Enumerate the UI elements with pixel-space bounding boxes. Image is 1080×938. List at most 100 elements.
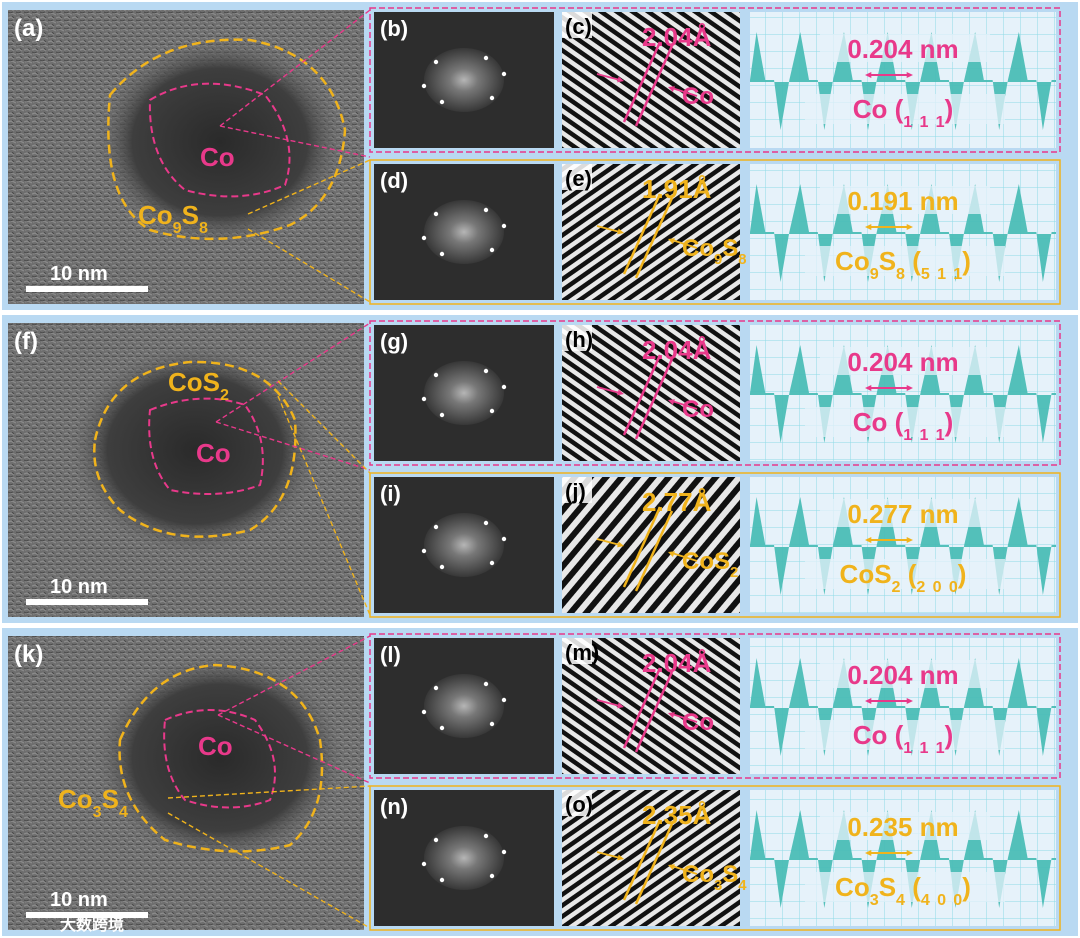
arrow <box>596 225 621 233</box>
sub-panel-frame <box>369 7 1061 153</box>
panel-label: (a) <box>14 15 43 42</box>
panel-label: (i) <box>380 481 401 506</box>
panel-label: (o) <box>565 792 593 817</box>
lattice-marker <box>634 45 674 127</box>
fft-spot <box>421 396 427 402</box>
shell-label: Co9S8 <box>138 200 208 237</box>
fft-spot <box>421 548 427 554</box>
fft-spot <box>483 207 489 213</box>
profile-plane-label: Co (1 1 1) <box>853 720 954 757</box>
fft-spot <box>489 721 495 727</box>
fft-spot <box>501 849 507 855</box>
lattice-marker <box>634 358 674 440</box>
sub-panel-frame <box>369 320 1061 466</box>
scale-bar <box>26 286 148 292</box>
arrow <box>671 552 698 562</box>
intensity-profile: 0.235 nm Co3S4 (4 0 0) <box>750 790 1056 926</box>
profile-plane-label: Co3S4 (4 0 0) <box>835 872 971 909</box>
panel-label: (j) <box>565 479 586 504</box>
arrow <box>596 538 621 546</box>
panel-label: (l) <box>380 642 401 667</box>
fft-spot <box>483 681 489 687</box>
arrow <box>596 386 621 394</box>
sub-panel-top: (b) (c) 2.04Å Co 0.204 nm Co (1 1 1) <box>369 7 1061 153</box>
zoom-line <box>219 125 371 158</box>
fft-center <box>424 826 504 890</box>
intensity-profile: 0.204 nm Co (1 1 1) <box>750 12 1056 148</box>
tem-image: (a) Co Co9S8 10 nm <box>8 10 364 304</box>
fft-spot <box>439 251 445 257</box>
panel-label: (m) <box>565 640 599 665</box>
watermark: 大数跨境 <box>60 915 124 934</box>
fft-spot <box>501 223 507 229</box>
d-spacing-label: 2.04Å <box>642 648 712 678</box>
zoom-line <box>217 714 371 784</box>
zoom-line <box>215 322 371 423</box>
profile-plane-label: Co (1 1 1) <box>853 407 954 444</box>
core-label: Co <box>198 731 233 761</box>
shell-boundary <box>118 663 324 853</box>
arrow <box>596 699 621 707</box>
phase-label: CoS2 <box>682 548 738 581</box>
fft-spot <box>421 861 427 867</box>
profile-spacing-label: 0.191 nm <box>847 186 958 216</box>
fft-spot <box>489 247 495 253</box>
sub-panel-bottom: (d) (e) 1.91Å Co9S8 0.191 nm Co9S8 (5 1 1) <box>369 159 1061 305</box>
arrow <box>671 239 698 249</box>
sub-panel-bottom: (n) (o) 2.35Å Co3S4 0.235 nm Co3S4 (4 0 0) <box>369 785 1061 931</box>
fft-spot <box>501 697 507 703</box>
zoom-line <box>277 380 371 474</box>
profile-plane-label: Co9S8 (5 1 1) <box>835 246 971 283</box>
d-spacing-label: 2.04Å <box>642 22 712 52</box>
scale-bar <box>26 599 148 605</box>
sub-panel-top: (g) (h) 2.04Å Co 0.204 nm Co (1 1 1) <box>369 320 1061 466</box>
panel-label: (e) <box>565 166 592 191</box>
core-boundary <box>148 397 264 495</box>
scale-bar <box>26 912 148 918</box>
scale-bar-label: 10 nm <box>50 889 108 911</box>
zoom-line <box>167 785 371 799</box>
sub-panel-frame <box>369 633 1061 779</box>
fft-spot <box>433 59 439 65</box>
intensity-profile: 0.191 nm Co9S8 (5 1 1) <box>750 164 1056 300</box>
lattice-marker <box>634 510 674 592</box>
fft-spot <box>439 725 445 731</box>
core-boundary <box>163 709 276 809</box>
lattice-marker <box>634 671 674 753</box>
sub-panel-frame <box>369 785 1061 931</box>
core-label: Co <box>196 438 231 468</box>
fft-spot <box>483 368 489 374</box>
fft-spot <box>489 95 495 101</box>
lattice-marker <box>622 41 662 123</box>
zoom-line <box>217 635 371 716</box>
nanoparticle <box>70 345 320 555</box>
fft-spot <box>439 877 445 883</box>
figure-row: (f) Co CoS2 10 nm (g) (h) 2.04Å Co 0.204 nm Co (1… <box>2 315 1078 623</box>
lattice-marker <box>622 667 662 749</box>
lattice-marker <box>622 193 662 275</box>
sub-panel-top: (l) (m) 2.04Å Co 0.204 nm Co (1 1 1) <box>369 633 1061 779</box>
fft-center <box>424 200 504 264</box>
panel-label: (h) <box>565 327 593 352</box>
lattice-marker <box>622 506 662 588</box>
fft-spot <box>433 372 439 378</box>
fft-spot <box>501 384 507 390</box>
lattice-marker <box>622 819 662 901</box>
figure-row: (k) Co Co3S4 10 nm (l) (m) 2.04Å Co 0.204 nm Co (… <box>2 628 1078 936</box>
tem-image: (f) Co CoS2 10 nm <box>8 323 364 617</box>
sub-panel-frame <box>369 472 1061 618</box>
phase-label: Co <box>682 709 714 736</box>
panel-label: (n) <box>380 794 408 819</box>
fft-spot <box>501 71 507 77</box>
fft-spot <box>483 833 489 839</box>
core-label: Co <box>200 142 235 172</box>
d-spacing-label: 2.77Å <box>642 487 712 517</box>
d-spacing-label: 1.91Å <box>642 174 712 204</box>
fft-spot <box>501 536 507 542</box>
zoom-line <box>167 812 371 929</box>
fft-spot <box>433 211 439 217</box>
intensity-profile: 0.204 nm Co (1 1 1) <box>750 325 1056 461</box>
scale-bar-label: 10 nm <box>50 576 108 598</box>
panel-label: (b) <box>380 16 408 41</box>
panel-label: (c) <box>565 14 592 39</box>
